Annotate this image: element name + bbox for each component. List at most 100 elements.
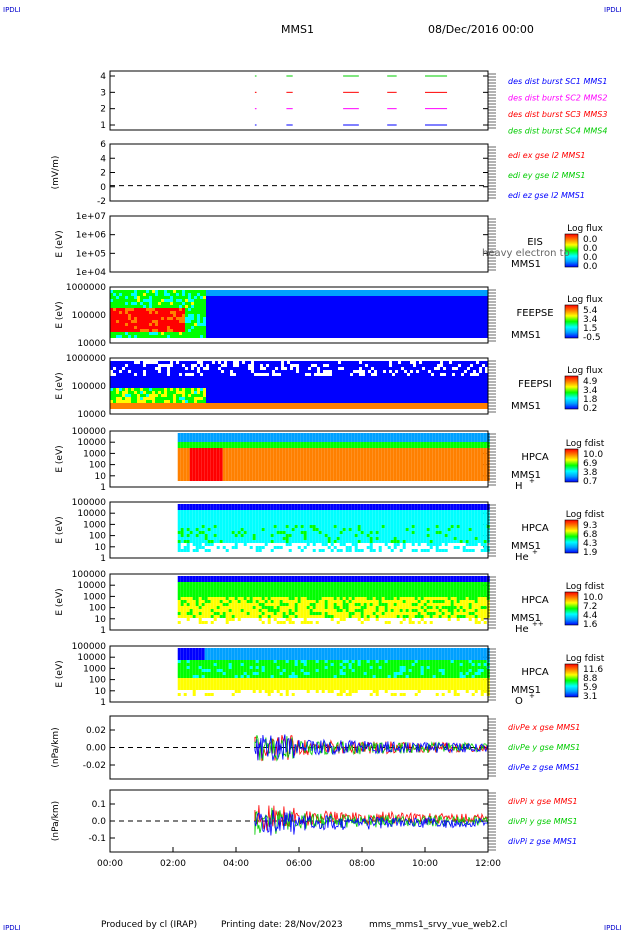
spectrogram-cell: [419, 323, 422, 326]
spectrogram-cell: [236, 305, 239, 308]
spectrogram-cell: [371, 361, 374, 364]
spectrogram-cell: [282, 445, 286, 448]
spectrogram-cell: [470, 397, 473, 400]
spectrogram-cell: [335, 367, 338, 370]
spectrogram-cell: [314, 293, 317, 296]
spectrogram-cell: [443, 406, 446, 409]
spectrogram-cell: [110, 376, 113, 379]
spectrogram-cell: [245, 302, 248, 305]
spectrogram-cell: [227, 335, 230, 338]
spectrogram-cell: [137, 293, 140, 296]
spectrogram-cell: [336, 439, 340, 442]
spectrogram-cell: [353, 394, 356, 397]
spectrogram-cell: [185, 332, 188, 335]
spectrogram-cell: [278, 361, 281, 364]
spectrogram-cell: [204, 475, 208, 478]
spectrogram-cell: [251, 317, 254, 320]
spectrogram-cell: [479, 382, 482, 385]
spectrogram-cell: [437, 311, 440, 314]
spectrogram-cell: [113, 385, 116, 388]
spectrogram-cell: [315, 463, 319, 466]
spectrogram-cell: [222, 469, 226, 472]
spectrogram-cell: [209, 329, 212, 332]
spectrogram-cell: [458, 293, 461, 296]
spectrogram-cell: [329, 364, 332, 367]
spectrogram-cell: [476, 293, 479, 296]
spectrogram-cell: [320, 296, 323, 299]
spectrogram-cell: [336, 433, 340, 436]
spectrogram-cell: [317, 320, 320, 323]
spectrogram-cell: [236, 385, 239, 388]
spectrogram-cell: [455, 329, 458, 332]
spectrogram-cell: [476, 382, 479, 385]
spectrogram-cell: [323, 400, 326, 403]
spectrogram-cell: [269, 332, 272, 335]
spectrogram-cell: [446, 364, 449, 367]
spectrogram-cell: [116, 320, 119, 323]
spectrogram-cell: [321, 463, 325, 466]
spectrogram-cell: [119, 299, 122, 302]
spectrogram-cell: [401, 400, 404, 403]
spectrogram-cell: [191, 317, 194, 320]
spectrogram-cell: [212, 394, 215, 397]
spectrogram-cell: [173, 314, 176, 317]
spectrogram-cell: [146, 406, 149, 409]
spectrogram-cell: [479, 373, 482, 376]
spectrogram-cell: [467, 311, 470, 314]
spectrogram-cell: [252, 472, 256, 475]
spectrogram-cell: [440, 397, 443, 400]
spectrogram-cell: [140, 361, 143, 364]
spectrogram-cell: [245, 394, 248, 397]
spectrogram-cell: [210, 445, 214, 448]
spectrogram-cell: [113, 332, 116, 335]
spectrogram-cell: [155, 335, 158, 338]
spectrogram-cell: [282, 454, 286, 457]
spectrogram-cell: [401, 323, 404, 326]
spectrogram-cell: [221, 373, 224, 376]
spectrogram-cell: [317, 299, 320, 302]
spectrogram-cell: [299, 370, 302, 373]
spectrogram-cell: [167, 311, 170, 314]
spectrogram-cell: [200, 317, 203, 320]
spectrogram-cell: [198, 439, 202, 442]
spectrogram-cell: [194, 394, 197, 397]
spectrogram-cell: [395, 323, 398, 326]
spectrogram-cell: [143, 403, 146, 406]
spectrogram-cell: [273, 469, 277, 472]
spectrogram-cell: [282, 475, 286, 478]
spectrogram-cell: [359, 391, 362, 394]
spectrogram-cell: [324, 451, 328, 454]
spectrogram-cell: [338, 290, 341, 293]
spectrogram-cell: [201, 463, 205, 466]
spectrogram-cell: [149, 370, 152, 373]
spectrogram-cell: [254, 320, 257, 323]
spectrogram-cell: [201, 439, 205, 442]
spectrogram-cell: [137, 379, 140, 382]
spectrogram-cell: [119, 385, 122, 388]
spectrogram-cell: [263, 364, 266, 367]
spectrogram-cell: [170, 367, 173, 370]
spectrogram-cell: [131, 406, 134, 409]
spectrogram-cell: [212, 302, 215, 305]
spectrogram-cell: [233, 314, 236, 317]
spectrogram-cell: [197, 382, 200, 385]
spectrogram-cell: [371, 317, 374, 320]
spectrogram-cell: [422, 290, 425, 293]
spectrogram-cell: [128, 382, 131, 385]
spectrogram-cell: [278, 320, 281, 323]
spectrogram-cell: [213, 475, 217, 478]
spectrogram-cell: [356, 317, 359, 320]
spectrogram-cell: [452, 370, 455, 373]
spectrogram-cell: [128, 311, 131, 314]
spectrogram-cell: [155, 373, 158, 376]
spectrogram-cell: [326, 323, 329, 326]
spectrogram-cell: [203, 400, 206, 403]
spectrogram-cell: [476, 397, 479, 400]
spectrogram-cell: [254, 290, 257, 293]
spectrogram-cell: [440, 329, 443, 332]
spectrogram-cell: [213, 454, 217, 457]
spectrogram-cell: [267, 445, 271, 448]
spectrogram-cell: [428, 329, 431, 332]
spectrogram-cell: [158, 382, 161, 385]
spectrogram-cell: [182, 370, 185, 373]
